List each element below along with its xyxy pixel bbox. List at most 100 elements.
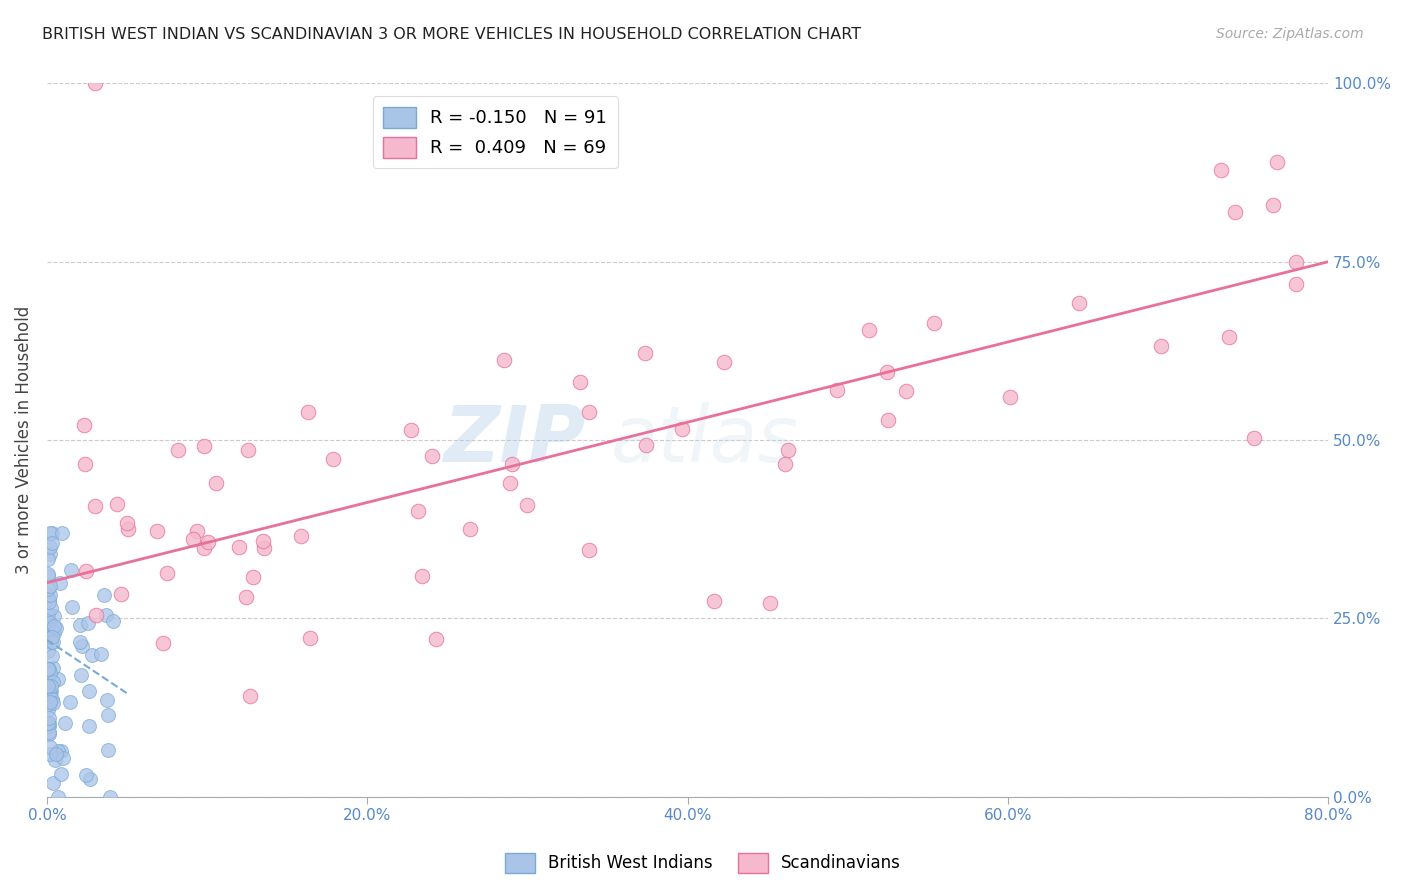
Point: [1209, 163, 1232, 178]
Point: [39, 579, 62, 593]
Point: [39, 679, 62, 693]
Point: [84, 608, 107, 623]
Text: ZIP: ZIP: [443, 402, 585, 478]
Point: [253, 541, 276, 556]
Point: [82, 648, 104, 662]
Point: [37, 569, 59, 583]
Point: [38, 540, 60, 554]
Point: [79, 772, 101, 786]
Point: [38, 698, 60, 712]
Point: [193, 439, 215, 453]
Point: [41, 692, 63, 706]
Point: [42, 618, 65, 632]
Point: [77, 684, 100, 698]
Point: [297, 405, 319, 419]
Point: [494, 353, 516, 368]
Point: [45, 621, 67, 635]
Point: [876, 365, 898, 379]
Point: [39, 618, 62, 632]
Point: [876, 413, 898, 427]
Point: [49, 767, 72, 781]
Point: [42, 625, 65, 640]
Point: [37, 662, 59, 676]
Text: Source: ZipAtlas.com: Source: ZipAtlas.com: [1216, 27, 1364, 41]
Point: [42, 696, 65, 710]
Point: [252, 534, 274, 549]
Point: [44, 608, 66, 623]
Point: [1150, 339, 1173, 353]
Point: [634, 438, 657, 452]
Point: [37, 633, 59, 648]
Point: [425, 632, 447, 646]
Point: [186, 524, 208, 538]
Point: [235, 591, 257, 605]
Point: [38, 547, 60, 561]
Point: [101, 614, 124, 628]
Point: [1243, 431, 1265, 445]
Point: [42, 635, 65, 649]
Legend: R = -0.150   N = 91, R =  0.409   N = 69: R = -0.150 N = 91, R = 0.409 N = 69: [373, 96, 619, 169]
Point: [193, 541, 215, 556]
Point: [38, 666, 60, 681]
Point: [39, 683, 62, 698]
Point: [53, 716, 76, 731]
Point: [238, 443, 260, 458]
Point: [75, 768, 97, 782]
Point: [37, 628, 59, 642]
Point: [84, 499, 107, 513]
Point: [45, 747, 67, 762]
Point: [44, 753, 66, 767]
Point: [998, 390, 1021, 404]
Point: [1223, 204, 1246, 219]
Point: [152, 636, 174, 650]
Point: [96, 608, 118, 623]
Point: [115, 516, 138, 530]
Point: [110, 587, 132, 601]
Point: [41, 649, 63, 664]
Point: [1218, 330, 1240, 344]
Point: [70, 639, 93, 653]
Point: [37, 582, 59, 596]
Point: [38, 711, 60, 725]
Point: [42, 776, 65, 790]
Point: [181, 532, 204, 546]
Point: [460, 522, 482, 536]
Point: [98, 789, 121, 804]
Point: [105, 497, 128, 511]
Point: [773, 457, 796, 471]
Text: BRITISH WEST INDIAN VS SCANDINAVIAN 3 OR MORE VEHICLES IN HOUSEHOLD CORRELATION : BRITISH WEST INDIAN VS SCANDINAVIAN 3 OR…: [42, 27, 862, 42]
Point: [322, 451, 344, 466]
Point: [1265, 155, 1288, 169]
Point: [38, 727, 60, 741]
Point: [38, 525, 60, 540]
Point: [51, 744, 73, 758]
Point: [1069, 296, 1091, 310]
Point: [39, 687, 62, 701]
Point: [239, 689, 262, 703]
Text: atlas: atlas: [610, 402, 799, 478]
Point: [97, 743, 120, 757]
Point: [93, 588, 115, 602]
Point: [713, 355, 735, 369]
Point: [167, 443, 190, 458]
Point: [38, 668, 60, 682]
Point: [39, 747, 62, 762]
Point: [42, 661, 65, 675]
Point: [38, 592, 60, 607]
Point: [38, 588, 60, 602]
Point: [37, 621, 59, 635]
Point: [52, 751, 75, 765]
Point: [41, 525, 63, 540]
Point: [290, 529, 312, 543]
Point: [39, 695, 62, 709]
Point: [37, 704, 59, 718]
Point: [38, 595, 60, 609]
Point: [69, 635, 91, 649]
Point: [1285, 277, 1308, 292]
Point: [39, 635, 62, 649]
Point: [48, 744, 70, 758]
Point: [41, 630, 63, 644]
Point: [411, 569, 433, 583]
Point: [90, 647, 112, 661]
Point: [96, 693, 118, 707]
